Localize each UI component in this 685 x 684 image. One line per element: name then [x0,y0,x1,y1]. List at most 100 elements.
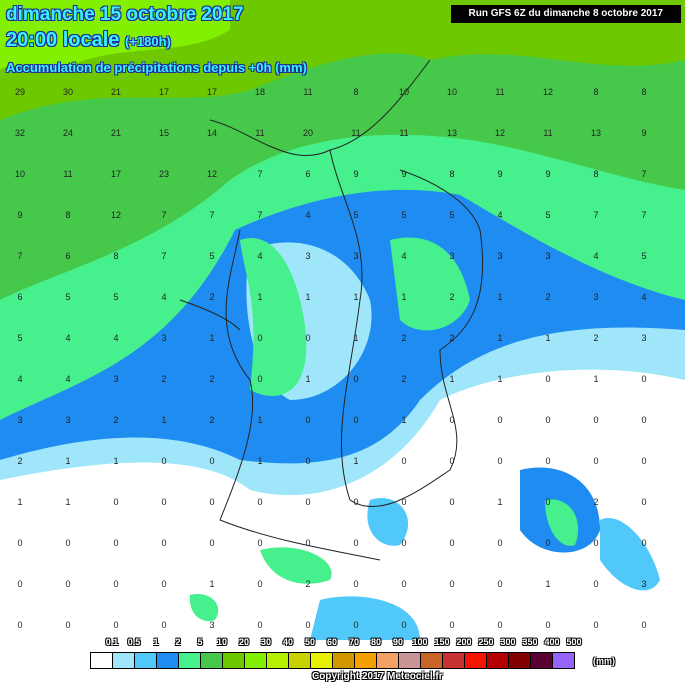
grid-value: 14 [207,128,217,138]
grid-value: 11 [399,128,408,138]
grid-value: 0 [257,620,262,630]
grid-value: 1 [497,292,502,302]
grid-value: 12 [111,210,121,220]
grid-value: 0 [449,497,454,507]
grid-value: 1 [305,292,310,302]
grid-value: 0 [497,620,502,630]
grid-value: 0 [401,538,406,548]
grid-value: 2 [449,292,454,302]
grid-value: 0 [497,579,502,589]
legend-swatch [399,653,421,668]
grid-value: 6 [65,251,70,261]
legend-swatch [355,653,377,668]
grid-value: 9 [497,169,502,179]
grid-value: 0 [305,333,310,343]
grid-value: 0 [401,497,406,507]
grid-value: 0 [353,497,358,507]
grid-value: 0 [497,538,502,548]
field-corsica-sea-core [545,499,579,546]
grid-value: 0 [545,456,550,466]
grid-value: 0 [161,456,166,466]
grid-value: 0 [449,415,454,425]
legend-tick: 1 [153,637,159,647]
coastlines-borders [179,59,484,561]
grid-value: 0 [449,456,454,466]
grid-value: 0 [209,497,214,507]
grid-value: 1 [209,579,214,589]
grid-value: 0 [161,579,166,589]
grid-value: 0 [593,620,598,630]
grid-value: 0 [497,415,502,425]
grid-value: 4 [641,292,646,302]
legend-tick: 400 [544,637,560,647]
grid-value: 0 [641,538,646,548]
legend-tick: 50 [304,637,316,647]
grid-value: 5 [449,210,454,220]
grid-value: 2 [305,579,310,589]
legend-tick: 5 [197,637,203,647]
value-grid: 29 30 21 17 17 18 11 8 10 10 11 12 8 832 24 21 15 14 11 20 1… [15,87,647,630]
grid-value: 11 [303,87,312,97]
grid-value: 4 [65,333,70,343]
grid-value: 0 [65,538,70,548]
grid-value: 8 [593,87,598,97]
grid-value: 5 [113,292,118,302]
grid-value: 1 [353,333,358,343]
grid-value: 0 [593,538,598,548]
grid-value: 0 [113,497,118,507]
grid-value: 17 [111,169,121,179]
grid-value: 9 [17,210,22,220]
grid-value: 7 [209,210,214,220]
grid-value: 0 [257,374,262,384]
grid-value: 0 [65,579,70,589]
grid-value: 0 [545,538,550,548]
grid-value: 11 [351,128,360,138]
grid-value: 0 [161,620,166,630]
legend-swatch [311,653,333,668]
grid-value: 0 [545,415,550,425]
grid-value: 1 [353,456,358,466]
field-spain-cell [189,594,219,622]
grid-value: 2 [17,456,22,466]
legend-swatch [509,653,531,668]
grid-value: 1 [545,333,550,343]
grid-value: 0 [545,374,550,384]
grid-value: 5 [209,251,214,261]
grid-value: 0 [641,620,646,630]
grid-value: 10 [447,87,457,97]
grid-value: 2 [209,374,214,384]
grid-value: 5 [65,292,70,302]
grid-value: 3 [593,292,598,302]
legend-swatch [377,653,399,668]
grid-value: 5 [353,210,358,220]
field-lion-gulf [367,498,409,546]
grid-value: 21 [111,87,121,97]
legend-swatch [421,653,443,668]
grid-value: 1 [17,497,22,507]
legend-tick: 40 [282,637,294,647]
grid-value: 4 [401,251,406,261]
grid-value: 0 [353,374,358,384]
legend-tick: 0.1 [105,637,119,647]
grid-value: 8 [641,87,646,97]
grid-value: 5 [401,210,406,220]
color-legend [90,652,575,669]
grid-value: 18 [255,87,265,97]
grid-value: 1 [353,292,358,302]
grid-value: 6 [305,169,310,179]
grid-value: 2 [449,333,454,343]
grid-value: 0 [257,538,262,548]
legend-swatch [179,653,201,668]
legend-swatch [135,653,157,668]
grid-value: 3 [305,251,310,261]
legend-swatch [443,653,465,668]
field-dry [0,369,685,684]
grid-value: 8 [113,251,118,261]
grid-value: 3 [209,620,214,630]
grid-value: 0 [257,497,262,507]
grid-value: 2 [401,333,406,343]
grid-value: 9 [545,169,550,179]
grid-value: 12 [207,169,217,179]
grid-value: 15 [159,128,169,138]
grid-value: 3 [353,251,358,261]
